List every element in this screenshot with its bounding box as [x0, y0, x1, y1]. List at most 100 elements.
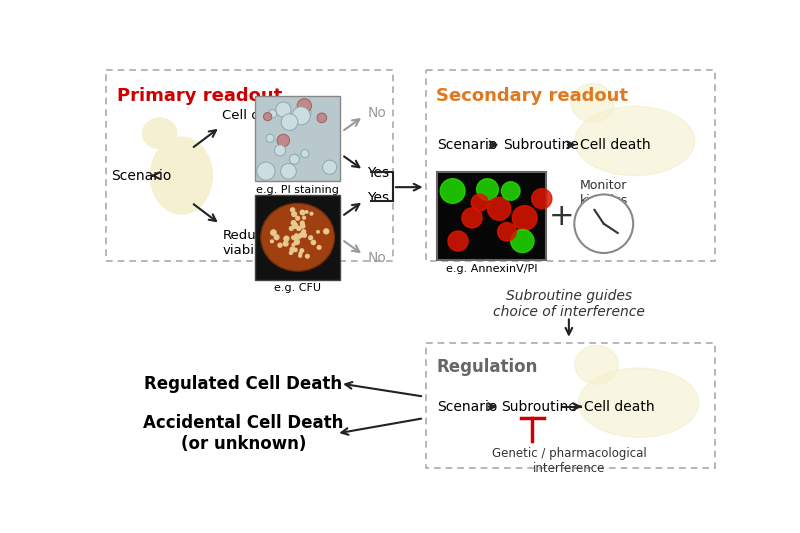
Circle shape	[309, 236, 313, 240]
Circle shape	[317, 113, 326, 123]
Circle shape	[477, 179, 498, 200]
Circle shape	[292, 212, 297, 216]
Circle shape	[270, 230, 276, 235]
Circle shape	[263, 112, 272, 121]
Circle shape	[291, 221, 296, 225]
Circle shape	[299, 233, 303, 237]
Text: Secondary readout: Secondary readout	[436, 87, 628, 105]
Circle shape	[487, 197, 510, 220]
Ellipse shape	[261, 203, 334, 271]
Circle shape	[294, 236, 297, 239]
Text: Accidental Cell Death
(or unknown): Accidental Cell Death (or unknown)	[143, 414, 343, 453]
Circle shape	[276, 102, 291, 117]
Circle shape	[257, 162, 275, 180]
Circle shape	[317, 231, 319, 233]
Text: Regulation: Regulation	[436, 358, 538, 376]
Circle shape	[440, 179, 465, 203]
Circle shape	[270, 240, 274, 243]
Circle shape	[299, 252, 302, 255]
Ellipse shape	[150, 137, 212, 214]
Circle shape	[512, 206, 537, 230]
Ellipse shape	[142, 118, 177, 149]
Circle shape	[302, 212, 304, 215]
Circle shape	[310, 212, 313, 215]
Text: No: No	[367, 251, 386, 265]
Circle shape	[290, 252, 293, 254]
Circle shape	[278, 243, 282, 247]
Circle shape	[301, 221, 304, 225]
Circle shape	[322, 160, 337, 174]
Circle shape	[306, 254, 309, 258]
Circle shape	[301, 224, 305, 228]
Text: Reduced
viability?: Reduced viability?	[222, 229, 282, 257]
Circle shape	[294, 234, 298, 237]
Text: e.g. CFU: e.g. CFU	[274, 284, 321, 293]
Circle shape	[498, 223, 516, 241]
Circle shape	[296, 236, 299, 239]
Circle shape	[324, 229, 329, 234]
Circle shape	[574, 195, 634, 253]
Bar	[426, 343, 714, 468]
Circle shape	[274, 145, 286, 156]
Circle shape	[532, 189, 552, 209]
Bar	[255, 195, 340, 280]
Circle shape	[281, 164, 296, 179]
Text: Yes: Yes	[367, 166, 390, 180]
Text: Cell death?: Cell death?	[222, 109, 298, 123]
Circle shape	[300, 210, 305, 215]
Ellipse shape	[574, 106, 695, 175]
Circle shape	[302, 230, 306, 233]
Text: Subroutine: Subroutine	[502, 400, 578, 414]
Text: Subroutine guides
choice of interference: Subroutine guides choice of interference	[493, 289, 645, 319]
Text: Monitor
kinetics: Monitor kinetics	[580, 180, 628, 207]
Circle shape	[510, 230, 534, 253]
Text: No: No	[367, 106, 386, 120]
Text: Genetic / pharmacological
interference: Genetic / pharmacological interference	[491, 447, 646, 475]
Text: Scenario: Scenario	[437, 138, 498, 152]
Circle shape	[297, 99, 311, 113]
Circle shape	[318, 246, 321, 249]
Circle shape	[296, 216, 299, 220]
Circle shape	[266, 134, 274, 142]
Bar	[426, 70, 714, 261]
Text: Yes: Yes	[367, 191, 390, 205]
Text: Cell death: Cell death	[584, 400, 654, 414]
Circle shape	[306, 211, 308, 213]
Circle shape	[302, 232, 305, 236]
Circle shape	[502, 182, 520, 200]
Circle shape	[292, 244, 295, 246]
Circle shape	[290, 208, 294, 212]
Text: +: +	[548, 201, 574, 231]
Circle shape	[292, 107, 310, 125]
Circle shape	[297, 227, 301, 230]
Ellipse shape	[578, 368, 698, 438]
Text: Subroutine: Subroutine	[503, 138, 578, 152]
Circle shape	[462, 208, 482, 228]
Text: Regulated Cell Death: Regulated Cell Death	[144, 375, 342, 392]
Circle shape	[290, 155, 299, 164]
Text: Primary readout: Primary readout	[117, 87, 282, 105]
Ellipse shape	[575, 345, 618, 384]
Bar	[255, 96, 340, 181]
Circle shape	[268, 110, 277, 118]
Circle shape	[292, 236, 295, 239]
Circle shape	[296, 235, 301, 239]
Circle shape	[283, 241, 288, 246]
Circle shape	[448, 231, 468, 251]
Circle shape	[471, 194, 488, 211]
Circle shape	[294, 239, 299, 245]
Circle shape	[300, 107, 311, 118]
Circle shape	[281, 114, 298, 131]
Circle shape	[300, 249, 304, 252]
Ellipse shape	[571, 84, 614, 122]
Bar	[437, 172, 546, 260]
Circle shape	[302, 216, 306, 219]
Circle shape	[294, 237, 298, 240]
Circle shape	[301, 150, 309, 158]
Text: Scenario: Scenario	[437, 400, 498, 414]
Bar	[106, 70, 393, 261]
Circle shape	[293, 223, 298, 228]
Circle shape	[301, 232, 305, 236]
Circle shape	[290, 227, 293, 230]
Text: e.g. PI staining: e.g. PI staining	[256, 185, 339, 195]
